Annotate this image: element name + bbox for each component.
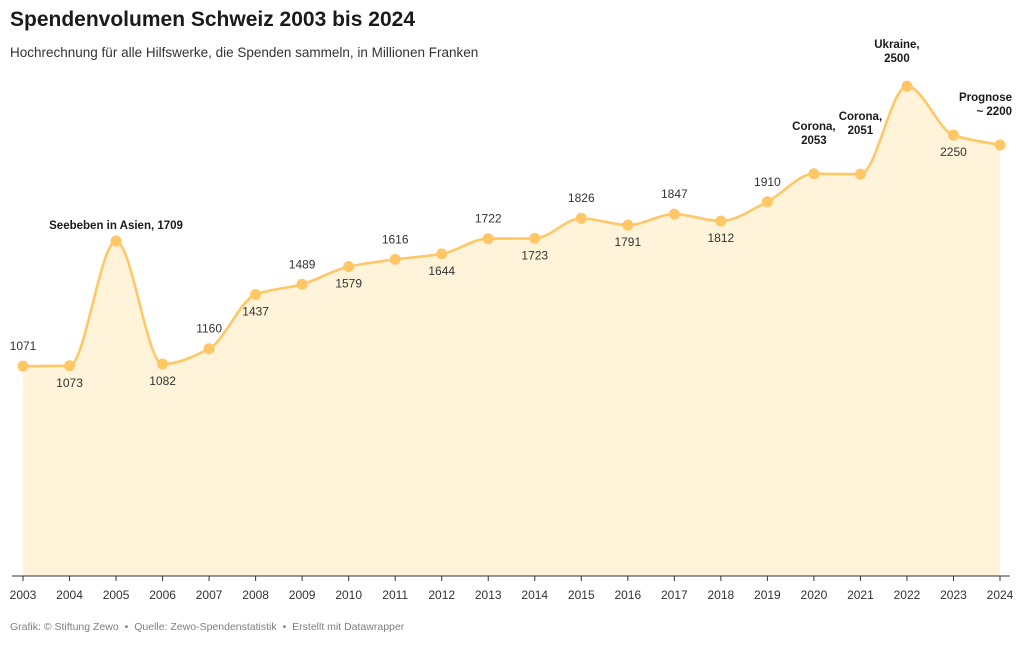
data-point xyxy=(343,261,355,273)
x-tick-label: 2017 xyxy=(661,588,688,602)
x-tick-label: 2007 xyxy=(196,588,223,602)
annotation-label: Seebeben in Asien, 1709 xyxy=(49,220,183,232)
annotation-label: ~ 2200 xyxy=(977,106,1013,118)
x-tick-label: 2005 xyxy=(103,588,130,602)
data-point xyxy=(482,233,494,245)
x-tick-label: 2008 xyxy=(242,588,269,602)
x-tick-label: 2009 xyxy=(289,588,316,602)
annotation-label: Corona, xyxy=(839,111,882,123)
x-tick-label: 2019 xyxy=(754,588,781,602)
data-label: 1910 xyxy=(754,175,781,189)
x-tick-label: 2022 xyxy=(894,588,921,602)
data-label: 1071 xyxy=(10,339,37,353)
data-label: 1437 xyxy=(242,304,269,318)
x-tick-label: 2018 xyxy=(708,588,735,602)
data-label: 1616 xyxy=(382,232,409,246)
x-tick-label: 2024 xyxy=(987,588,1014,602)
annotation-label: 2053 xyxy=(801,135,827,147)
data-point xyxy=(296,278,308,290)
data-point xyxy=(436,248,448,260)
chart-title: Spendenvolumen Schweiz 2003 bis 2024 xyxy=(10,8,415,31)
annotation-label: 2051 xyxy=(848,125,874,137)
data-point xyxy=(575,212,587,224)
data-label: 2250 xyxy=(940,145,967,159)
data-label: 1812 xyxy=(708,231,735,245)
data-label: 1160 xyxy=(196,322,222,336)
data-point xyxy=(808,168,820,180)
points-layer xyxy=(17,80,1006,372)
data-point xyxy=(17,360,29,372)
x-tick-label: 2012 xyxy=(428,588,455,602)
data-point xyxy=(389,253,401,265)
data-label: 1826 xyxy=(568,191,595,205)
annotation-label: Prognose xyxy=(959,92,1012,104)
x-tick-label: 2016 xyxy=(614,588,641,602)
area-layer xyxy=(23,86,1000,577)
x-tick-label: 2006 xyxy=(149,588,176,602)
data-labels-layer: 1071 1073 1082 1160 1437 1489 1579 1616 1644 1722… xyxy=(10,145,967,390)
x-tick-label: 2021 xyxy=(847,588,874,602)
x-tick-label: 2003 xyxy=(10,588,37,602)
chart-subtitle: Hochrechnung für alle Hilfswerke, die Sp… xyxy=(10,45,479,60)
data-label: 1847 xyxy=(661,187,688,201)
data-point xyxy=(529,232,541,244)
data-point xyxy=(715,215,727,227)
x-tick-label: 2015 xyxy=(568,588,595,602)
data-label: 1082 xyxy=(149,374,176,388)
data-label: 1579 xyxy=(335,277,362,291)
x-axis: 2003 2004 2005 2006 2007 2008 2009 2010 2011 2012… xyxy=(10,575,1014,602)
data-label: 1489 xyxy=(289,257,316,271)
data-label: 1722 xyxy=(475,212,502,226)
data-point xyxy=(622,219,634,231)
data-point xyxy=(947,129,959,141)
annotations-layer: Seebeben in Asien, 1709 Corona, 2053 Corona… xyxy=(49,39,1012,232)
annotation-label: Corona, xyxy=(792,121,835,133)
data-label: 1723 xyxy=(521,248,548,262)
x-tick-label: 2023 xyxy=(940,588,967,602)
footer-source: Quelle: Zewo-Spendenstatistik xyxy=(134,621,277,633)
data-point xyxy=(157,358,169,370)
data-point xyxy=(668,208,680,220)
x-tick-label: 2014 xyxy=(521,588,548,602)
data-point xyxy=(761,196,773,208)
x-tick-label: 2011 xyxy=(382,588,408,602)
data-point xyxy=(203,343,215,355)
data-point xyxy=(64,360,76,372)
data-label: 1644 xyxy=(428,264,455,278)
footer-separator: • xyxy=(124,621,129,633)
x-tick-label: 2013 xyxy=(475,588,502,602)
data-point xyxy=(901,80,913,92)
data-point xyxy=(854,168,866,180)
footer-made-with: Erstellt mit Datawrapper xyxy=(292,621,405,633)
data-point xyxy=(110,235,122,247)
chart-footer: Grafik: © Stiftung Zewo • Quelle: Zewo-S… xyxy=(10,621,404,633)
x-tick-label: 2010 xyxy=(335,588,362,602)
data-point xyxy=(250,288,262,300)
x-tick-label: 2020 xyxy=(801,588,828,602)
annotation-label: Ukraine, xyxy=(874,39,919,51)
area-fill xyxy=(23,86,1000,577)
annotation-label: 2500 xyxy=(884,53,910,65)
footer-credit: Grafik: © Stiftung Zewo xyxy=(10,621,119,633)
data-point xyxy=(994,139,1006,151)
footer-separator: • xyxy=(282,621,287,633)
data-label: 1073 xyxy=(56,376,83,390)
data-label: 1791 xyxy=(614,235,641,249)
x-tick-label: 2004 xyxy=(56,588,83,602)
